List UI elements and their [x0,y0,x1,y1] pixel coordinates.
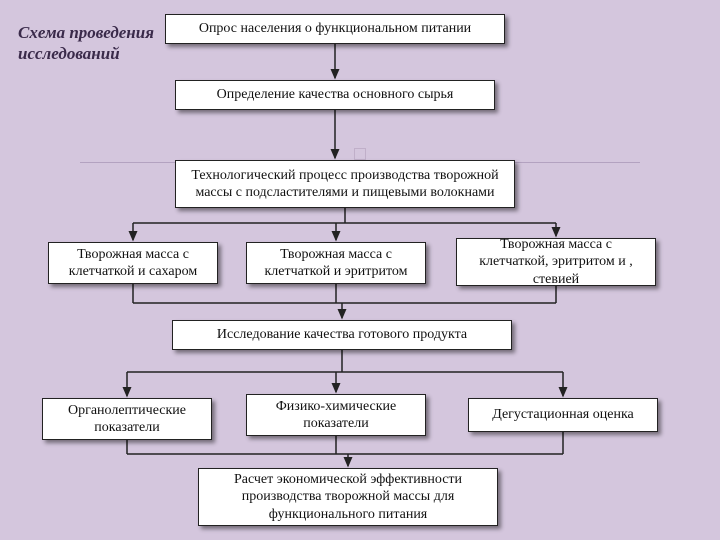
node-n4c: Творожная масса с клетчаткой, эритритом … [456,238,656,286]
node-n6b: Физико-химические показатели [246,394,426,436]
node-n6c: Дегустационная оценка [468,398,658,432]
node-n3: Технологический процесс производства тво… [175,160,515,208]
diagram-title: Схема проведения исследований [18,22,158,65]
node-n6a: Органолептические показатели [42,398,212,440]
node-n5: Исследование качества готового продукта [172,320,512,350]
node-n7: Расчет экономической эффективности произ… [198,468,498,526]
node-n4a: Творожная масса с клетчаткой и сахаром [48,242,218,284]
node-n2: Определение качества основного сырья [175,80,495,110]
node-n4b: Творожная масса с клетчаткой и эритритом [246,242,426,284]
node-n1: Опрос населения о функциональном питании [165,14,505,44]
decorative-square [354,148,366,160]
